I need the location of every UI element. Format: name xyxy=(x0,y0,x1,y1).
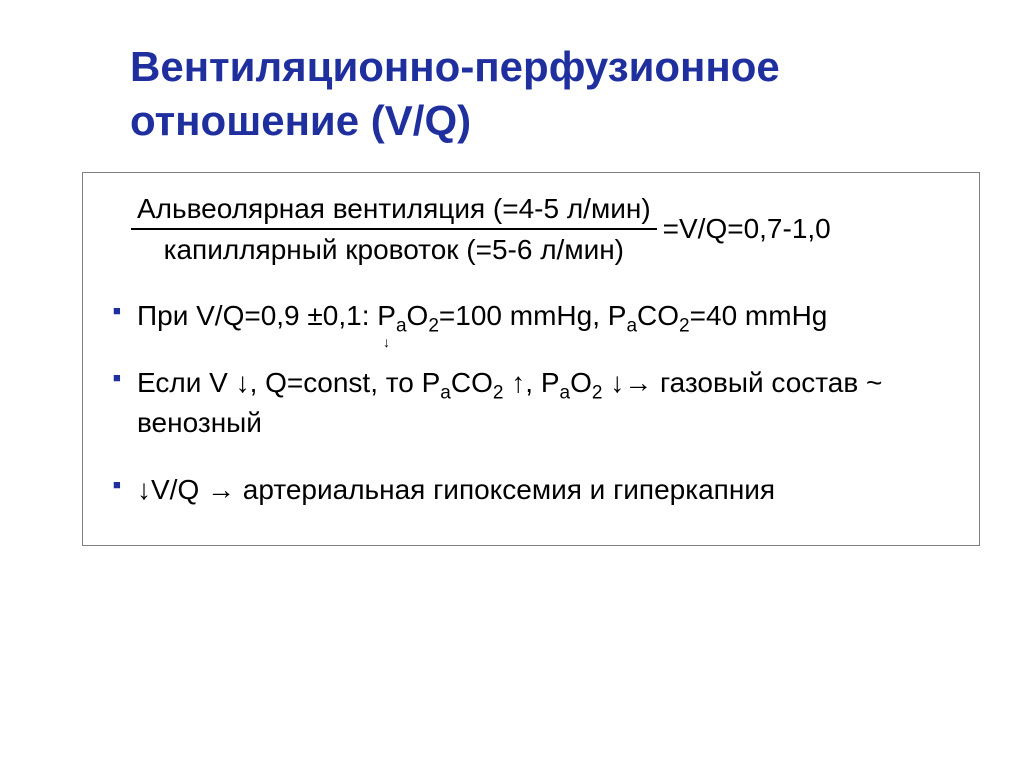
b2-s2b: 2 xyxy=(592,382,603,403)
b2-p2: CO xyxy=(451,367,493,398)
fraction: Альвеолярная вентиляция (=4-5 л/мин) кап… xyxy=(131,191,657,269)
b1-pm: ± xyxy=(307,300,322,331)
fraction-result: =V/Q=0,7-1,0 xyxy=(663,213,831,245)
b1-s2a: 2 xyxy=(428,316,439,337)
b1-p2: 0,1: P xyxy=(323,300,396,331)
bullet-list: При V/Q=0,9 ±0,1: PaO2=100 mmHg, PaCO2=4… xyxy=(113,296,949,510)
b2-sa2: a xyxy=(560,382,571,403)
bullet-item-1: При V/Q=0,9 ±0,1: PaO2=100 mmHg, PaCO2=4… xyxy=(113,296,949,337)
content-frame: Альвеолярная вентиляция (=4-5 л/мин) кап… xyxy=(82,172,980,546)
b2-s2a: 2 xyxy=(493,382,504,403)
b1-p1: При V/Q=0,9 xyxy=(137,300,307,331)
fraction-row: Альвеолярная вентиляция (=4-5 л/мин) кап… xyxy=(131,191,949,269)
b2-p4: O xyxy=(570,367,592,398)
b2-p1: Если V ↓, Q=const, то P xyxy=(137,367,440,398)
fraction-numerator: Альвеолярная вентиляция (=4-5 л/мин) xyxy=(131,191,657,231)
b1-p6: =40 mmHg xyxy=(690,300,828,331)
title-line-1: Вентиляционно-перфузионное xyxy=(130,43,780,90)
bullet-item-3: ↓V/Q → артериальная гипоксемия и гиперка… xyxy=(113,470,949,511)
fraction-denominator: капиллярный кровоток (=5-6 л/мин) xyxy=(131,230,657,268)
bullet-item-2: Если V ↓, Q=const, то PaCO2 ↑, PaO2 ↓→ г… xyxy=(113,363,949,444)
b1-p4: =100 mmHg, P xyxy=(439,300,627,331)
b2-sa1: a xyxy=(440,382,451,403)
b2-p3: ↑, P xyxy=(503,367,559,398)
b3-text: ↓V/Q → артериальная гипоксемия и гиперка… xyxy=(137,474,775,505)
b1-p5: CO xyxy=(637,300,679,331)
b1-p3: O xyxy=(407,300,429,331)
b1-sa1: a xyxy=(396,316,407,337)
title-line-2: отношение (V/Q) xyxy=(130,97,471,144)
b1-sa2: a xyxy=(626,316,637,337)
b1-s2b: 2 xyxy=(679,316,690,337)
slide-title: Вентиляционно-перфузионное отношение (V/… xyxy=(130,40,984,148)
slide: Вентиляционно-перфузионное отношение (V/… xyxy=(0,0,1024,768)
